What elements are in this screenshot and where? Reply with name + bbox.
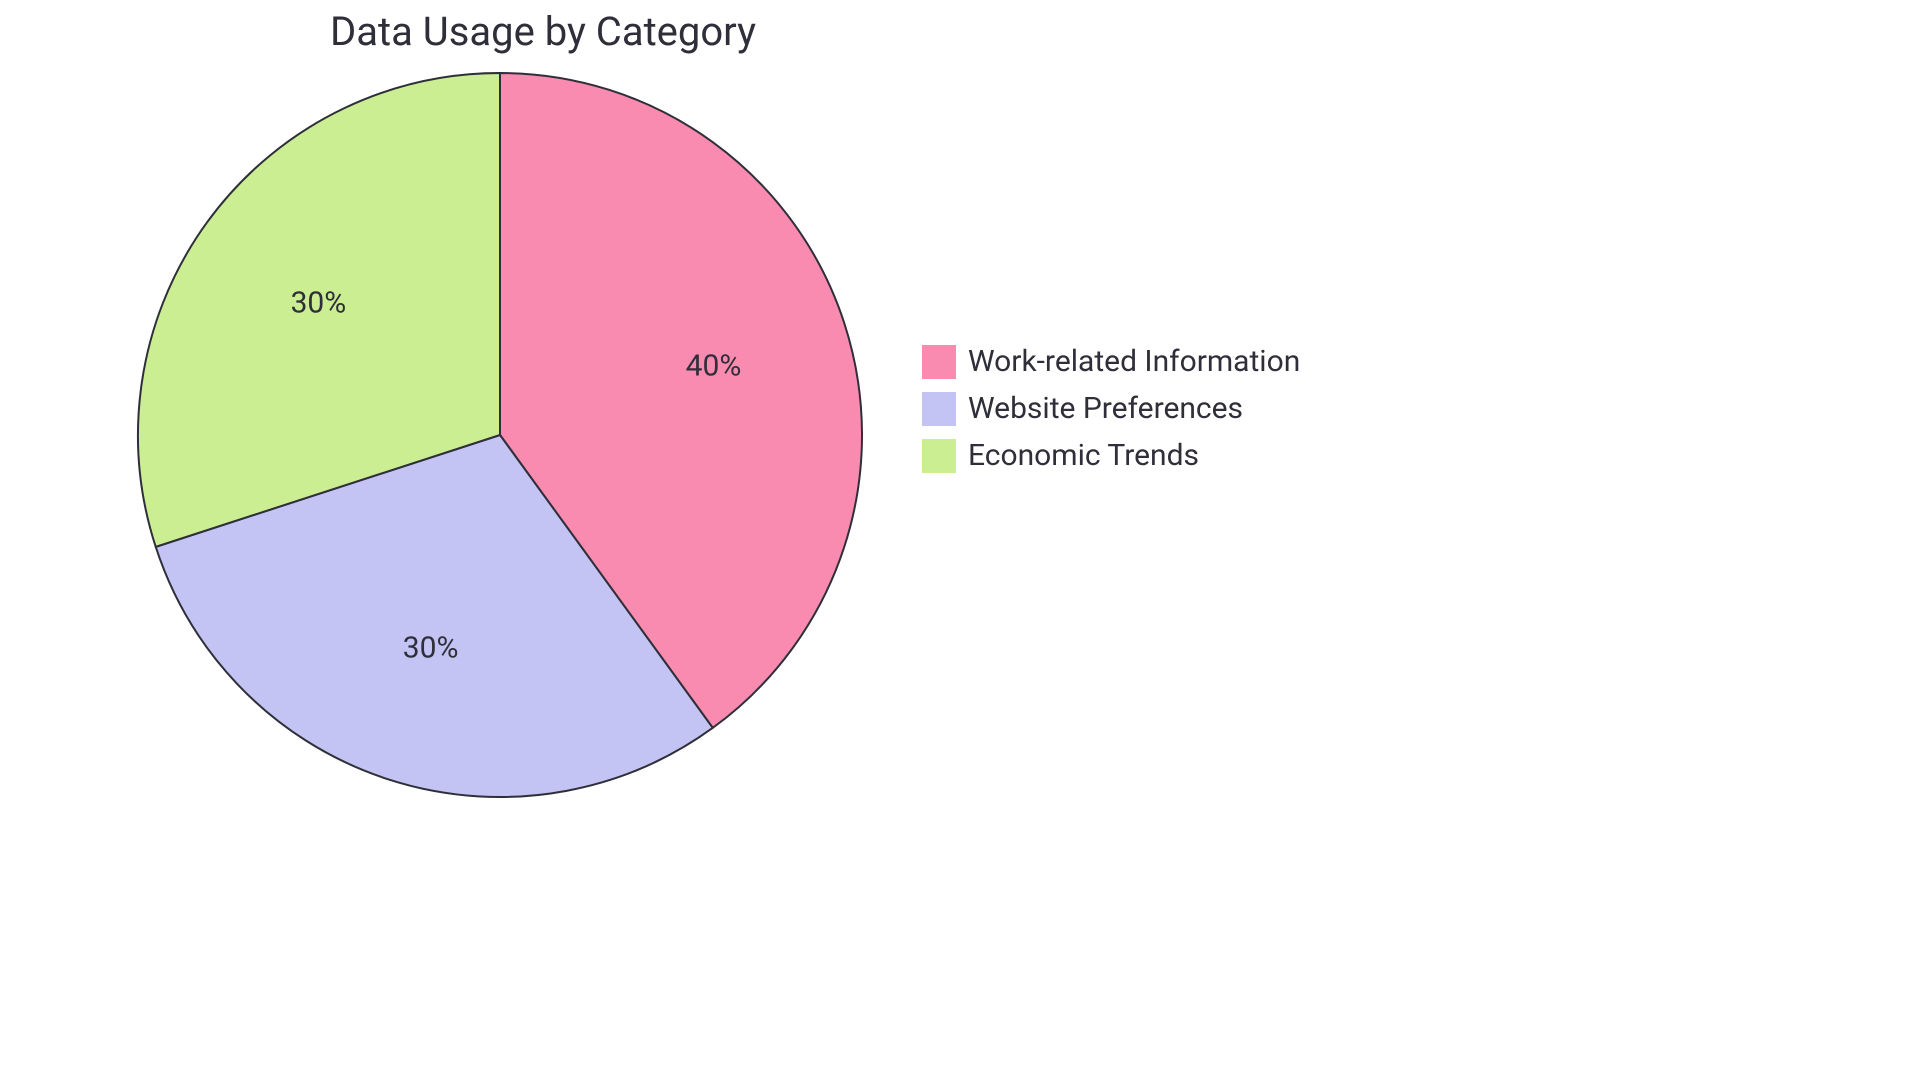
pie-slice-label: 40% xyxy=(686,348,742,383)
legend-swatch xyxy=(922,439,956,473)
pie-slice-label: 30% xyxy=(291,286,347,321)
legend-item: Work-related Information xyxy=(922,344,1300,379)
legend-swatch xyxy=(922,345,956,379)
legend-label: Work-related Information xyxy=(968,344,1300,379)
pie-chart xyxy=(134,69,866,801)
pie-chart-container: Data Usage by Category Work-related Info… xyxy=(0,0,1920,1080)
pie-slice-label: 30% xyxy=(403,631,459,666)
legend-item: Economic Trends xyxy=(922,438,1300,473)
legend: Work-related Information Website Preferen… xyxy=(922,344,1300,473)
chart-title: Data Usage by Category xyxy=(330,8,756,55)
legend-swatch xyxy=(922,392,956,426)
legend-label: Economic Trends xyxy=(968,438,1199,473)
legend-item: Website Preferences xyxy=(922,391,1300,426)
legend-label: Website Preferences xyxy=(968,391,1243,426)
